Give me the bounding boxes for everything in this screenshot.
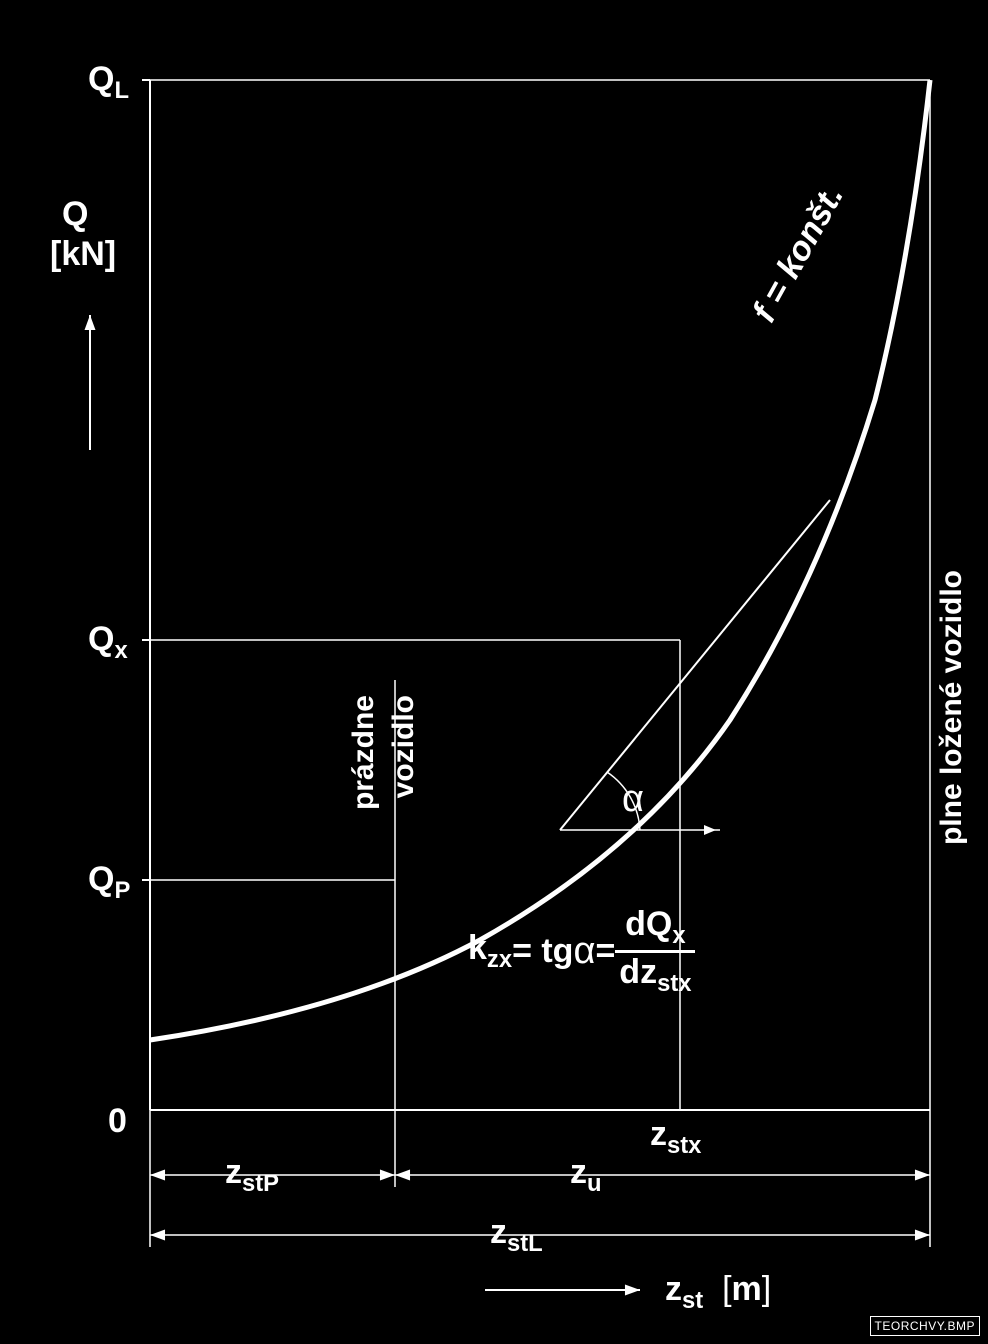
- x-axis-label: zst [m]: [665, 1270, 771, 1315]
- dim-zu: zu: [570, 1153, 602, 1198]
- label-vozidlo: vozidlo: [387, 695, 421, 798]
- dim-zstx: zstx: [650, 1115, 701, 1160]
- y-axis-label-Q: Q: [62, 195, 88, 234]
- label-plne-lozene: plne ložené vozidlo: [935, 570, 969, 845]
- label-prazdne: prázdne: [347, 695, 381, 810]
- tick-QP: QP: [88, 860, 130, 905]
- formula-kzx: kzx = tg α = dQx dzstx: [468, 905, 695, 998]
- dim-zstP: zstP: [225, 1153, 279, 1198]
- y-axis-label-unit: [kN]: [50, 235, 116, 274]
- dim-zstL: zstL: [490, 1213, 543, 1258]
- tick-Qx: Qx: [88, 620, 128, 665]
- tick-zero: 0: [108, 1102, 127, 1141]
- tick-QL: QL: [88, 60, 129, 105]
- alpha-label: α: [622, 778, 644, 821]
- watermark: TEORCHVY.BMP: [870, 1316, 980, 1336]
